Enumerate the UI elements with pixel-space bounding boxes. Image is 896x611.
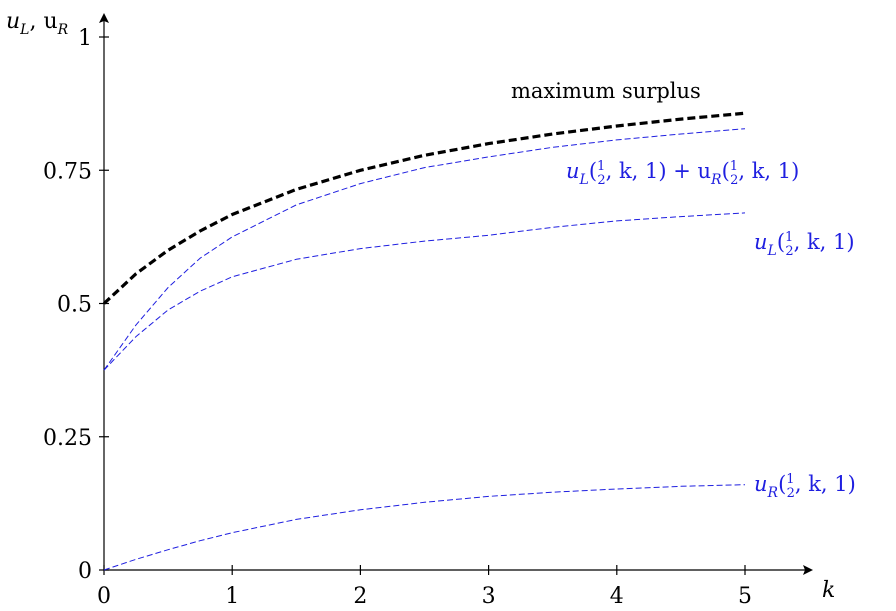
- x-tick-label: 4: [610, 584, 624, 609]
- x-tick-label: 2: [353, 584, 367, 609]
- y-axis-arrow: [99, 13, 109, 23]
- x-tick-label: 5: [738, 584, 752, 609]
- ur-series-label: uR(1 2, k, 1): [754, 472, 856, 501]
- ul-series-label: uL(1 2, k, 1): [754, 230, 855, 259]
- x-axis-label: k: [822, 578, 835, 603]
- x-tick-label: 0: [97, 584, 111, 609]
- y-tick-label: 0.75: [43, 159, 92, 184]
- x-axis-arrow: [803, 565, 813, 575]
- maximum-surplus-label: maximum surplus: [511, 79, 701, 103]
- y-tick-label: 1: [78, 26, 92, 51]
- series-layer: [102, 111, 746, 571]
- axes: [99, 13, 813, 575]
- x-tick-label: 1: [225, 584, 239, 609]
- series-line-maximum-surplus: [102, 111, 746, 305]
- y-tick-label: 0.25: [43, 426, 92, 451]
- y-axis-label: uL, uR: [6, 9, 69, 38]
- y-tick-label: 0: [78, 559, 92, 584]
- y-tick-label: 0.5: [57, 293, 92, 318]
- sum-series-label: uL(1 2, k, 1) + uR(1 2, k, 1): [566, 159, 799, 188]
- x-tick-label: 3: [482, 584, 496, 609]
- series-line-u-r-1-2-k-1: [103, 484, 746, 571]
- ticks: 0 1 2 3 4 5 0 0.25 0.5 0.75 1: [43, 26, 752, 609]
- series-line-u-l-1-2-k-1-u-r-1-2-k-1: [103, 128, 746, 371]
- series-line-u-l-1-2-k-1: [103, 212, 746, 371]
